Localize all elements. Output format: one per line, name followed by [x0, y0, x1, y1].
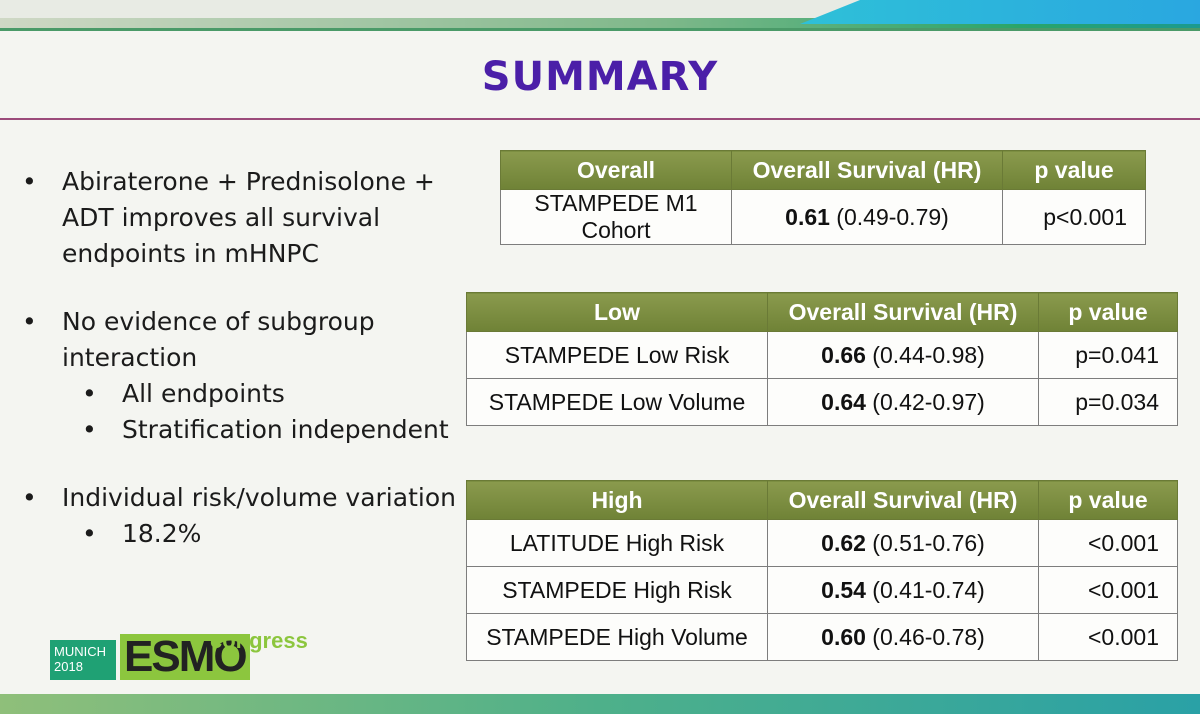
header-os: Overall Survival (HR) — [767, 480, 1039, 520]
ci-value: (0.41-0.74) — [865, 576, 985, 603]
logo-brand: ESMO — [120, 634, 250, 680]
table-header-row: Overall Overall Survival (HR) p value — [500, 150, 1146, 190]
cohort-name: STAMPEDE High Risk — [466, 566, 768, 614]
logo-year: 2018 — [54, 659, 83, 674]
hr-value: 0.62 — [821, 529, 866, 556]
hr-value: 0.64 — [821, 388, 866, 415]
table-header-row: Low Overall Survival (HR) p value — [466, 292, 1178, 332]
bullet-1-line-1: Abiraterone + Prednisolone + — [62, 167, 435, 196]
table-row: STAMPEDE Low Volume 0.64 (0.42-0.97) p=0… — [466, 378, 1178, 426]
overall-table: Overall Overall Survival (HR) p value ST… — [500, 150, 1146, 245]
logo-city-year: MUNICH 2018 — [50, 640, 116, 680]
high-table: High Overall Survival (HR) p value LATIT… — [466, 480, 1178, 661]
ci-value: (0.49-0.79) — [829, 203, 949, 230]
header-group: High — [466, 480, 768, 520]
title-rule — [0, 118, 1200, 120]
hr-value: 0.66 — [821, 341, 866, 368]
hr-value: 0.54 — [821, 576, 866, 603]
p-value: <0.001 — [1038, 566, 1178, 614]
header-p: p value — [1002, 150, 1146, 190]
cohort-name: STAMPEDE High Volume — [466, 613, 768, 661]
p-value: p<0.001 — [1002, 189, 1146, 245]
bullet-marker: • — [22, 167, 37, 196]
sub-bullet-marker: • — [82, 415, 97, 444]
p-value: p=0.041 — [1038, 331, 1178, 379]
header-group: Low — [466, 292, 768, 332]
bullet-3-sub-1: 18.2% — [122, 519, 202, 548]
ci-value: (0.44-0.98) — [865, 341, 985, 368]
header-os: Overall Survival (HR) — [767, 292, 1039, 332]
top-decorative-band — [0, 0, 1200, 30]
table-header-row: High Overall Survival (HR) p value — [466, 480, 1178, 520]
table-row: STAMPEDE M1 Cohort 0.61 (0.49-0.79) p<0.… — [500, 189, 1146, 245]
logo-tag: congress — [210, 628, 308, 653]
cohort-name: STAMPEDE Low Risk — [466, 331, 768, 379]
sub-bullet-marker: • — [82, 379, 97, 408]
table-row: LATITUDE High Risk 0.62 (0.51-0.76) <0.0… — [466, 519, 1178, 567]
cohort-name: STAMPEDE Low Volume — [466, 378, 768, 426]
hr-cell: 0.62 (0.51-0.76) — [767, 519, 1039, 567]
header-p: p value — [1038, 292, 1178, 332]
bullet-2-sub-1: All endpoints — [122, 379, 285, 408]
bullet-2-line-2: interaction — [62, 343, 198, 372]
hr-cell: 0.61 (0.49-0.79) — [731, 189, 1003, 245]
ci-value: (0.46-0.78) — [865, 623, 985, 650]
header-p: p value — [1038, 480, 1178, 520]
header-group: Overall — [500, 150, 732, 190]
slide-title: SUMMARY — [481, 54, 719, 100]
ci-value: (0.42-0.97) — [865, 388, 985, 415]
table-row: STAMPEDE Low Risk 0.66 (0.44-0.98) p=0.0… — [466, 331, 1178, 379]
low-table: Low Overall Survival (HR) p value STAMPE… — [466, 292, 1178, 426]
ci-value: (0.51-0.76) — [865, 529, 985, 556]
logo-city: MUNICH — [54, 644, 106, 659]
bottom-decorative-band — [0, 694, 1200, 714]
top-blue-stripe — [800, 0, 1200, 24]
bullet-3-line-1: Individual risk/volume variation — [62, 483, 456, 512]
bullet-marker: • — [22, 483, 37, 512]
p-value: <0.001 — [1038, 613, 1178, 661]
bullet-1-line-2: ADT improves all survival — [62, 203, 381, 232]
p-value: p=0.034 — [1038, 378, 1178, 426]
hr-cell: 0.60 (0.46-0.78) — [767, 613, 1039, 661]
hr-cell: 0.54 (0.41-0.74) — [767, 566, 1039, 614]
table-row: STAMPEDE High Risk 0.54 (0.41-0.74) <0.0… — [466, 566, 1178, 614]
table-row: STAMPEDE High Volume 0.60 (0.46-0.78) <0… — [466, 613, 1178, 661]
p-value: <0.001 — [1038, 519, 1178, 567]
cohort-name: LATITUDE High Risk — [466, 519, 768, 567]
bullet-2-line-1: No evidence of subgroup — [62, 307, 375, 336]
cohort-name: STAMPEDE M1 Cohort — [500, 189, 732, 245]
bullet-2-sub-2: Stratification independent — [122, 415, 449, 444]
hr-value: 0.61 — [785, 203, 830, 230]
hr-cell: 0.66 (0.44-0.98) — [767, 331, 1039, 379]
hr-value: 0.60 — [821, 623, 866, 650]
sub-bullet-marker: • — [82, 519, 97, 548]
top-green-stripe — [0, 18, 1200, 28]
hr-cell: 0.64 (0.42-0.97) — [767, 378, 1039, 426]
bullet-marker: • — [22, 307, 37, 336]
bullet-1-line-3: endpoints in mHNPC — [62, 239, 319, 268]
header-os: Overall Survival (HR) — [731, 150, 1003, 190]
top-divider — [0, 28, 1200, 31]
